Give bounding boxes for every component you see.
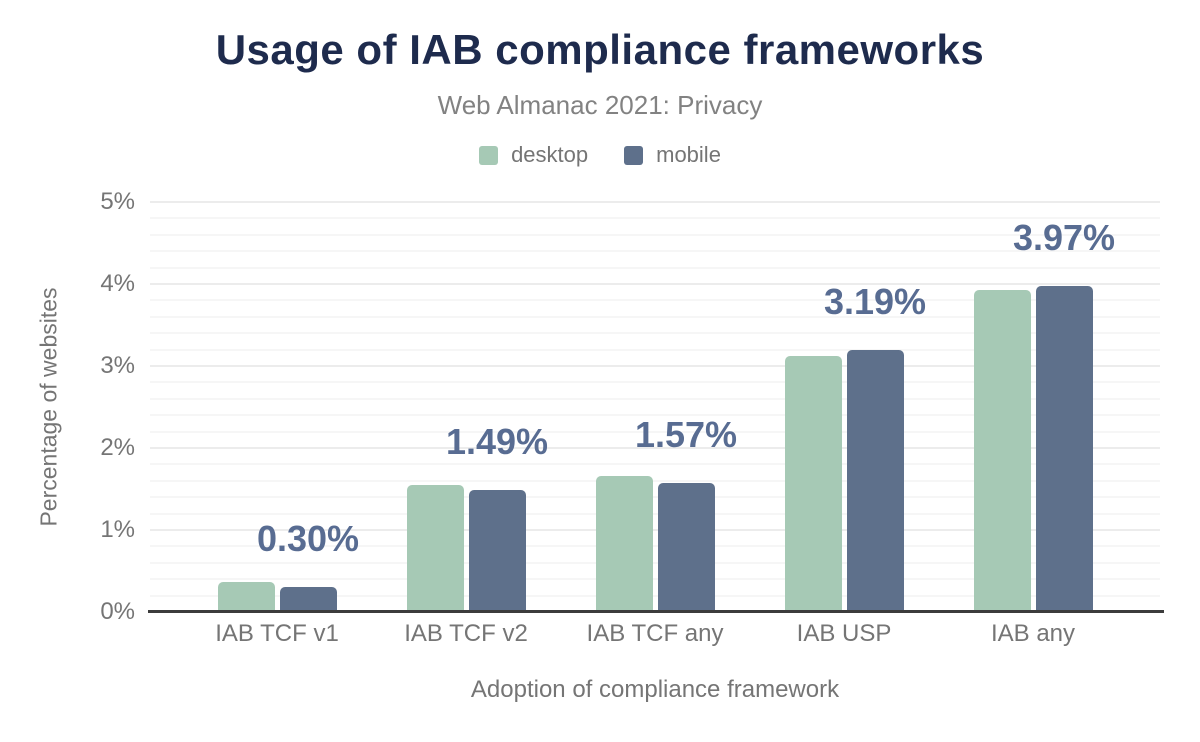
value-label: 1.49%: [445, 420, 549, 462]
gridline-minor: [150, 463, 1160, 466]
gridline-major: [150, 201, 1160, 203]
gridline-minor: [150, 594, 1160, 597]
gridline-minor: [150, 430, 1160, 433]
bar-mobile-iab-tcf-any[interactable]: [657, 483, 715, 612]
gridline-major: [150, 529, 1160, 531]
gridline-major: [150, 447, 1160, 449]
gridline-major: [150, 283, 1160, 285]
gridline-minor: [150, 561, 1160, 564]
legend-label-desktop: desktop: [511, 142, 589, 167]
gridline-minor: [150, 332, 1160, 335]
bar-mobile-iab-usp[interactable]: [846, 350, 904, 612]
x-axis-baseline: [148, 610, 1164, 613]
legend-item-mobile: mobile: [624, 142, 721, 168]
gridline-minor: [150, 381, 1160, 384]
value-label: 0.30%: [256, 518, 360, 560]
y-tick-label: 5%: [100, 188, 135, 215]
y-tick-label: 4%: [100, 270, 135, 297]
gridline-minor: [150, 479, 1160, 482]
gridline-minor: [150, 578, 1160, 581]
gridline-minor: [150, 496, 1160, 499]
bar-mobile-iab-any[interactable]: [1035, 286, 1093, 612]
x-axis-title: Adoption of compliance framework: [470, 676, 840, 703]
bar-desktop-iab-tcf-v2[interactable]: [406, 484, 464, 612]
value-label: 1.57%: [634, 414, 738, 456]
bar-mobile-iab-tcf-v2[interactable]: [468, 489, 526, 612]
value-label: 3.19%: [823, 281, 927, 323]
gridline-major: [150, 365, 1160, 367]
bar-desktop-iab-usp[interactable]: [784, 356, 842, 612]
bar-desktop-iab-tcf-any[interactable]: [595, 475, 653, 612]
gridline-minor: [150, 299, 1160, 302]
bar-desktop-iab-tcf-v1[interactable]: [217, 582, 275, 612]
mobile-swatch-icon: [624, 145, 644, 165]
x-category-label: IAB TCF any: [586, 620, 724, 647]
desktop-swatch-icon: [479, 145, 499, 165]
legend: desktop mobile: [0, 142, 1200, 168]
gridline-minor: [150, 250, 1160, 253]
x-category-label: IAB any: [990, 620, 1076, 647]
value-label: 3.97%: [1012, 217, 1116, 259]
bar-desktop-iab-any[interactable]: [973, 289, 1031, 612]
y-tick-label: 3%: [100, 352, 135, 379]
gridline-minor: [150, 414, 1160, 417]
gridline-minor: [150, 233, 1160, 236]
gridline-minor: [150, 266, 1160, 269]
y-tick-label: 2%: [100, 434, 135, 461]
chart-title: Usage of IAB compliance frameworks: [215, 26, 985, 73]
gridline-minor: [150, 315, 1160, 318]
legend-label-mobile: mobile: [656, 142, 721, 167]
gridline-minor: [150, 397, 1160, 400]
gridline-minor: [150, 512, 1160, 515]
x-category-label: IAB USP: [796, 620, 892, 647]
y-tick-label: 0%: [100, 598, 135, 625]
x-category-label: IAB TCF v2: [404, 620, 528, 647]
chart-subtitle: Web Almanac 2021: Privacy: [437, 90, 763, 120]
y-axis-title: Percentage of websites: [35, 287, 62, 527]
gridline-minor: [150, 217, 1160, 220]
x-category-label: IAB TCF v1: [215, 620, 339, 647]
legend-item-desktop: desktop: [479, 142, 588, 168]
gridline-minor: [150, 348, 1160, 351]
bar-mobile-iab-tcf-v1[interactable]: [279, 587, 337, 612]
gridline-minor: [150, 545, 1160, 548]
y-tick-label: 1%: [100, 516, 135, 543]
